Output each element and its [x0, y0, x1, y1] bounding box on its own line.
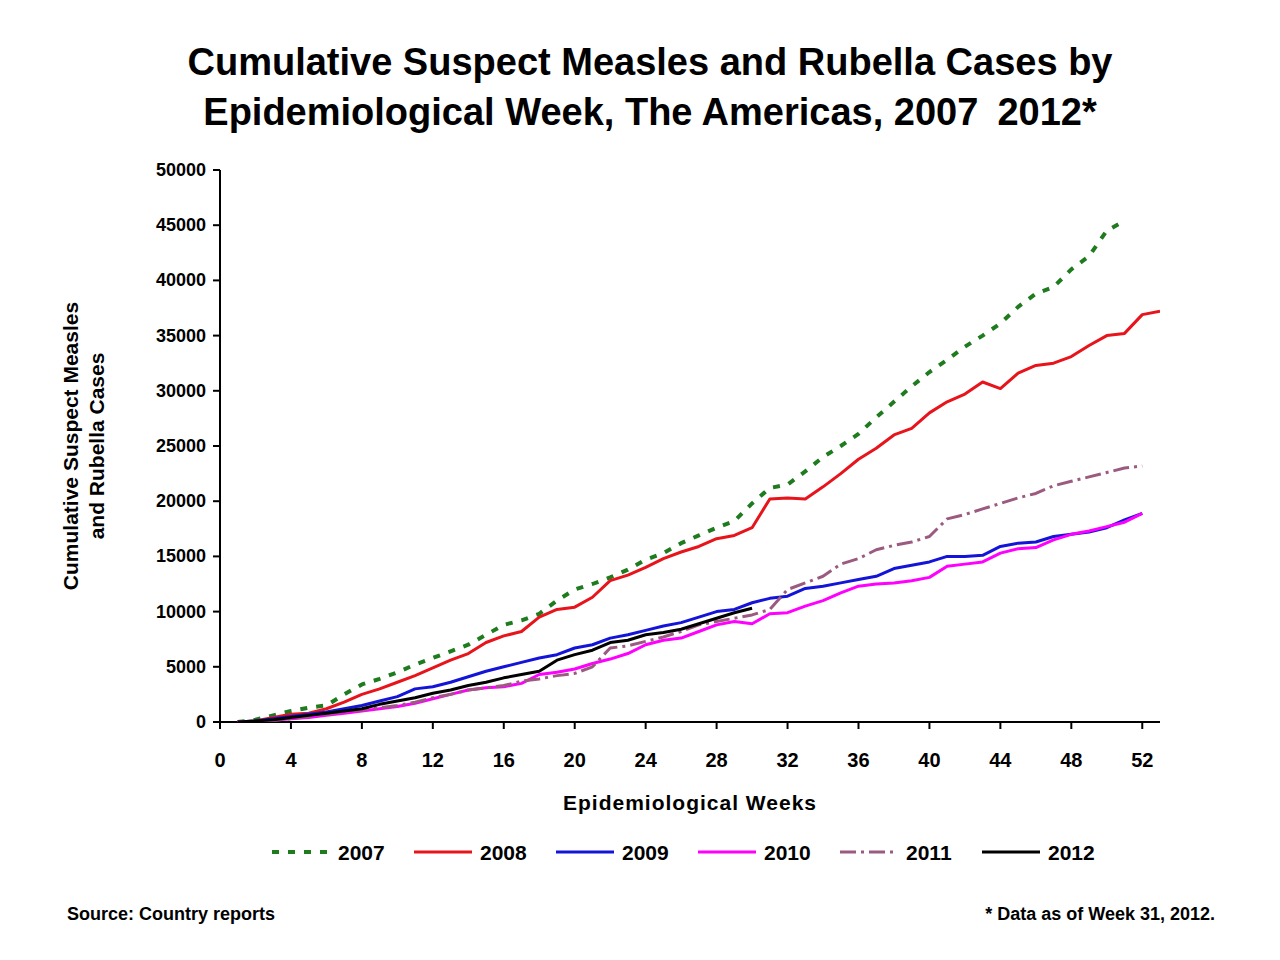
x-tick-label: 4: [285, 749, 297, 771]
series-line: [238, 513, 1143, 722]
y-axis-label-line: Cumulative Suspect Measles: [59, 302, 82, 590]
note: * Data as of Week 31, 2012.: [985, 904, 1215, 924]
title-line: Cumulative Suspect Measles and Rubella C…: [187, 41, 1112, 83]
series-line: [238, 608, 752, 722]
y-tick-label: 0: [196, 712, 206, 732]
x-axis-label: Epidemiological Weeks: [563, 791, 817, 814]
x-tick: [361, 722, 363, 729]
x-tick: [645, 722, 647, 729]
x-tick-label: 28: [705, 749, 727, 771]
background: [0, 0, 1280, 960]
series-line: [238, 221, 1125, 722]
chart: Cumulative Suspect Measles and Rubella C…: [0, 0, 1280, 960]
y-tick-label: 20000: [156, 491, 206, 511]
series-line: [238, 513, 1143, 722]
title-line: Epidemiological Week, The Americas, 2007…: [203, 91, 1097, 133]
x-tick: [219, 722, 221, 729]
x-tick: [928, 722, 930, 729]
y-tick-label: 10000: [156, 602, 206, 622]
y-tick: [213, 390, 220, 392]
legend-swatch: [414, 851, 472, 854]
x-tick-label: 40: [918, 749, 940, 771]
source: Source: Country reports: [67, 904, 275, 924]
y-tick: [213, 279, 220, 281]
x-tick: [1141, 722, 1143, 729]
x-tick-label: 52: [1131, 749, 1153, 771]
x-tick: [290, 722, 292, 729]
y-tick-label: 30000: [156, 381, 206, 401]
y-tick-label: 40000: [156, 270, 206, 290]
legend-swatch: [698, 851, 756, 854]
x-tick: [787, 722, 789, 729]
y-tick-label: 50000: [156, 160, 206, 180]
y-tick-label: 15000: [156, 546, 206, 566]
legend: 2007 2008 2009 2010 2011 2012: [272, 841, 1095, 864]
y-tick: [213, 335, 220, 337]
legend-label: 2007: [338, 841, 385, 864]
x-tick: [857, 722, 859, 729]
y-axis-label-line: and Rubella Cases: [85, 353, 108, 540]
y-tick: [213, 721, 220, 723]
legend-swatch: [556, 851, 614, 854]
legend-swatch: [272, 850, 330, 854]
y-tick: [213, 555, 220, 557]
series-line: [238, 311, 1160, 722]
x-tick: [999, 722, 1001, 729]
x-tick-label: 0: [214, 749, 225, 771]
x-tick-label: 8: [356, 749, 367, 771]
x-tick: [716, 722, 718, 729]
x-tick-label: 16: [493, 749, 515, 771]
x-tick: [574, 722, 576, 729]
y-tick: [213, 666, 220, 668]
y-axis-label: Cumulative Suspect Measlesand Rubella Ca…: [59, 302, 108, 590]
y-tick-label: 35000: [156, 326, 206, 346]
y-tick-label: 45000: [156, 215, 206, 235]
y-tick: [213, 445, 220, 447]
y-tick: [213, 169, 220, 171]
x-tick-label: 36: [847, 749, 869, 771]
legend-swatch: [982, 851, 1040, 854]
x-tick-label: 32: [776, 749, 798, 771]
legend-label: 2011: [906, 841, 952, 864]
legend-label: 2010: [764, 841, 811, 864]
legend-label: 2012: [1048, 841, 1095, 864]
x-tick-label: 48: [1060, 749, 1082, 771]
x-tick-label: 24: [635, 749, 658, 771]
x-tick-label: 20: [564, 749, 586, 771]
title: Cumulative Suspect Measles and Rubella C…: [187, 41, 1112, 133]
x-tick-label: 12: [422, 749, 444, 771]
x-tick-label: 44: [989, 749, 1012, 771]
y-tick: [213, 500, 220, 502]
legend-label: 2008: [480, 841, 527, 864]
y-tick-label: 5000: [166, 657, 206, 677]
y-tick: [213, 224, 220, 226]
x-tick: [432, 722, 434, 729]
y-tick: [213, 611, 220, 613]
page: {"chart_data": { "type": "line", "title"…: [0, 0, 1280, 960]
plot-lines: [238, 221, 1160, 722]
legend-label: 2009: [622, 841, 669, 864]
legend-swatch: [840, 851, 898, 854]
x-tick: [1070, 722, 1072, 729]
y-tick-label: 25000: [156, 436, 206, 456]
x-tick: [503, 722, 505, 729]
series-line: [238, 466, 1143, 722]
